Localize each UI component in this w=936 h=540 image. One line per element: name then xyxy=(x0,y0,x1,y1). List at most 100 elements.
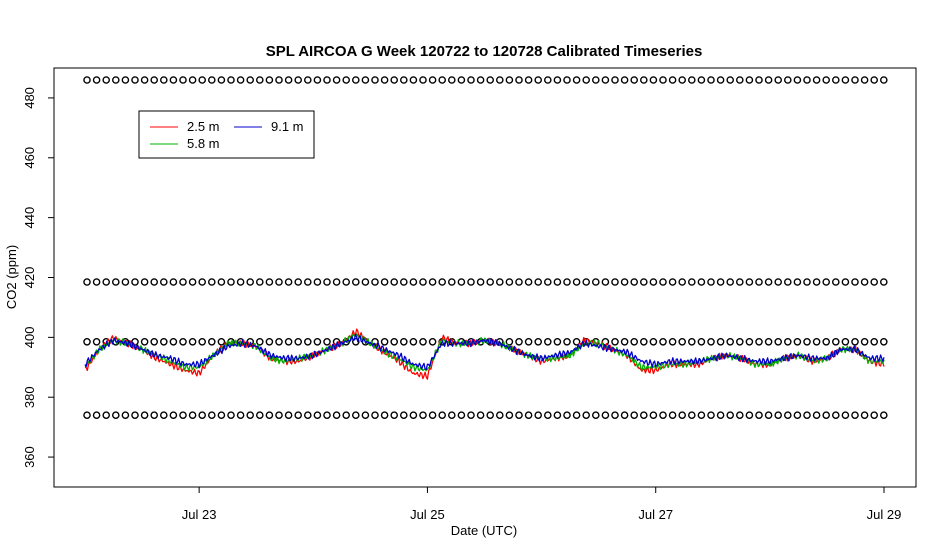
calibration-marker xyxy=(803,278,811,286)
calibration-marker xyxy=(841,76,850,84)
calibration-marker xyxy=(92,411,101,420)
calibration-marker xyxy=(140,278,149,286)
calibration-marker xyxy=(803,411,811,420)
calibration-marker xyxy=(428,278,437,286)
calibration-marker xyxy=(563,411,571,420)
calibration-marker xyxy=(380,411,389,420)
calibration-marker xyxy=(236,278,245,286)
calibration-marker xyxy=(83,76,91,84)
calibration-marker xyxy=(179,337,187,346)
calibration-marker xyxy=(736,76,744,84)
calibration-marker xyxy=(409,337,418,346)
calibration-marker xyxy=(457,411,466,420)
calibration-marker xyxy=(640,411,648,420)
calibration-marker xyxy=(371,76,379,84)
calibration-marker xyxy=(159,278,168,286)
calibration-marker xyxy=(640,337,648,346)
calibration-marker xyxy=(159,411,168,420)
calibration-marker xyxy=(774,76,783,84)
calibration-marker xyxy=(476,411,485,420)
calibration-marker xyxy=(236,411,245,420)
calibration-marker xyxy=(812,76,821,84)
calibration-marker xyxy=(832,337,840,346)
calibration-marker xyxy=(793,337,802,346)
calibration-marker xyxy=(419,76,427,84)
calibration-marker xyxy=(784,278,792,286)
calibration-marker xyxy=(467,411,475,420)
calibration-marker xyxy=(822,337,831,346)
calibration-marker xyxy=(294,76,303,84)
calibration-marker xyxy=(323,76,331,84)
calibration-marker xyxy=(198,337,206,346)
calibration-marker xyxy=(726,278,735,286)
calibration-marker xyxy=(784,337,792,346)
calibration-marker xyxy=(726,337,735,346)
calibration-marker xyxy=(246,411,254,420)
calibration-marker xyxy=(832,411,840,420)
calibration-marker xyxy=(870,411,879,420)
calibration-marker xyxy=(150,278,158,286)
calibration-marker xyxy=(707,278,715,286)
y-tick-label: 360 xyxy=(22,446,37,468)
calibration-marker xyxy=(313,278,322,286)
calibration-marker xyxy=(659,76,667,84)
calibration-marker xyxy=(92,278,101,286)
calibration-marker xyxy=(284,411,293,420)
x-tick-label: Jul 25 xyxy=(410,507,445,522)
calibration-marker xyxy=(755,411,763,420)
calibration-marker xyxy=(419,337,427,346)
calibration-marker xyxy=(774,278,783,286)
calibration-marker xyxy=(582,76,591,84)
calibration-marker xyxy=(726,411,735,420)
calibration-marker xyxy=(246,278,254,286)
calibration-marker xyxy=(399,76,408,84)
calibration-marker xyxy=(294,411,303,420)
calibration-marker xyxy=(131,278,139,286)
x-axis: Jul 23 Jul 25 Jul 27 Jul 29 xyxy=(182,487,901,522)
calibration-marker xyxy=(390,278,399,286)
calibration-marker xyxy=(275,337,283,346)
x-axis-label: Date (UTC) xyxy=(451,523,517,538)
calibration-marker xyxy=(390,337,399,346)
calibration-marker xyxy=(640,76,648,84)
calibration-marker xyxy=(150,337,158,346)
calibration-marker xyxy=(668,76,677,84)
calibration-marker xyxy=(255,411,264,420)
calibration-marker xyxy=(140,76,149,84)
y-tick-label: 480 xyxy=(22,87,37,109)
calibration-marker xyxy=(611,76,619,84)
calibration-marker xyxy=(803,337,811,346)
calibration-marker xyxy=(505,278,514,286)
calibration-marker xyxy=(649,76,658,84)
calibration-marker xyxy=(515,411,523,420)
calibration-marker xyxy=(121,411,130,420)
calibration-marker xyxy=(255,278,264,286)
calibration-marker xyxy=(92,76,101,84)
calibration-marker xyxy=(841,337,850,346)
calibration-marker xyxy=(140,411,149,420)
calibration-marker xyxy=(284,278,293,286)
series-line-2-5-m xyxy=(84,328,885,380)
calibration-marker xyxy=(688,76,696,84)
calibration-marker xyxy=(227,76,235,84)
calibration-marker xyxy=(399,337,408,346)
calibration-marker xyxy=(380,278,389,286)
calibration-marker xyxy=(620,337,629,346)
calibration-marker xyxy=(880,278,888,286)
y-tick-label: 460 xyxy=(22,147,37,169)
calibration-marker xyxy=(342,411,351,420)
calibration-marker xyxy=(188,411,197,420)
calibration-marker xyxy=(188,76,197,84)
calibration-marker xyxy=(726,76,735,84)
y-axis-label: CO2 (ppm) xyxy=(4,245,19,309)
calibration-marker xyxy=(812,411,821,420)
calibration-marker xyxy=(265,337,274,346)
y-tick-label: 400 xyxy=(22,327,37,349)
calibration-marker xyxy=(131,76,139,84)
calibration-marker xyxy=(102,76,110,84)
calibration-marker xyxy=(880,76,888,84)
calibration-marker xyxy=(428,337,437,346)
calibration-marker xyxy=(83,411,91,420)
calibration-marker xyxy=(294,278,303,286)
calibration-marker xyxy=(582,278,591,286)
